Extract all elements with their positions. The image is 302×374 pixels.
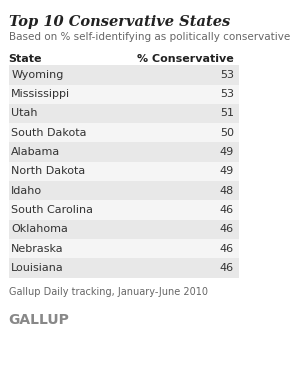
Text: 46: 46 bbox=[220, 263, 234, 273]
FancyBboxPatch shape bbox=[9, 123, 239, 142]
Text: GALLUP: GALLUP bbox=[9, 313, 70, 327]
FancyBboxPatch shape bbox=[9, 200, 239, 220]
Text: 46: 46 bbox=[220, 243, 234, 254]
Text: South Carolina: South Carolina bbox=[11, 205, 93, 215]
FancyBboxPatch shape bbox=[9, 65, 239, 85]
FancyBboxPatch shape bbox=[9, 220, 239, 239]
Text: Mississippi: Mississippi bbox=[11, 89, 70, 99]
Text: 50: 50 bbox=[220, 128, 234, 138]
Text: Gallup Daily tracking, January-June 2010: Gallup Daily tracking, January-June 2010 bbox=[9, 287, 208, 297]
Text: % Conservative: % Conservative bbox=[137, 54, 234, 64]
Text: Alabama: Alabama bbox=[11, 147, 60, 157]
FancyBboxPatch shape bbox=[9, 85, 239, 104]
Text: 51: 51 bbox=[220, 108, 234, 119]
Text: State: State bbox=[9, 54, 42, 64]
Text: Louisiana: Louisiana bbox=[11, 263, 64, 273]
Text: Top 10 Conservative States: Top 10 Conservative States bbox=[9, 15, 230, 30]
Text: 53: 53 bbox=[220, 89, 234, 99]
FancyBboxPatch shape bbox=[9, 181, 239, 200]
Text: North Dakota: North Dakota bbox=[11, 166, 85, 177]
Text: Wyoming: Wyoming bbox=[11, 70, 63, 80]
Text: Based on % self-identifying as politically conservative: Based on % self-identifying as political… bbox=[9, 32, 290, 42]
Text: 48: 48 bbox=[220, 186, 234, 196]
Text: 46: 46 bbox=[220, 224, 234, 234]
FancyBboxPatch shape bbox=[9, 142, 239, 162]
FancyBboxPatch shape bbox=[9, 258, 239, 278]
Text: 46: 46 bbox=[220, 205, 234, 215]
Text: 49: 49 bbox=[220, 147, 234, 157]
Text: South Dakota: South Dakota bbox=[11, 128, 87, 138]
FancyBboxPatch shape bbox=[9, 162, 239, 181]
FancyBboxPatch shape bbox=[9, 239, 239, 258]
FancyBboxPatch shape bbox=[9, 104, 239, 123]
Text: 49: 49 bbox=[220, 166, 234, 177]
Text: Idaho: Idaho bbox=[11, 186, 42, 196]
Text: Oklahoma: Oklahoma bbox=[11, 224, 68, 234]
Text: Utah: Utah bbox=[11, 108, 38, 119]
Text: Nebraska: Nebraska bbox=[11, 243, 64, 254]
Text: 53: 53 bbox=[220, 70, 234, 80]
